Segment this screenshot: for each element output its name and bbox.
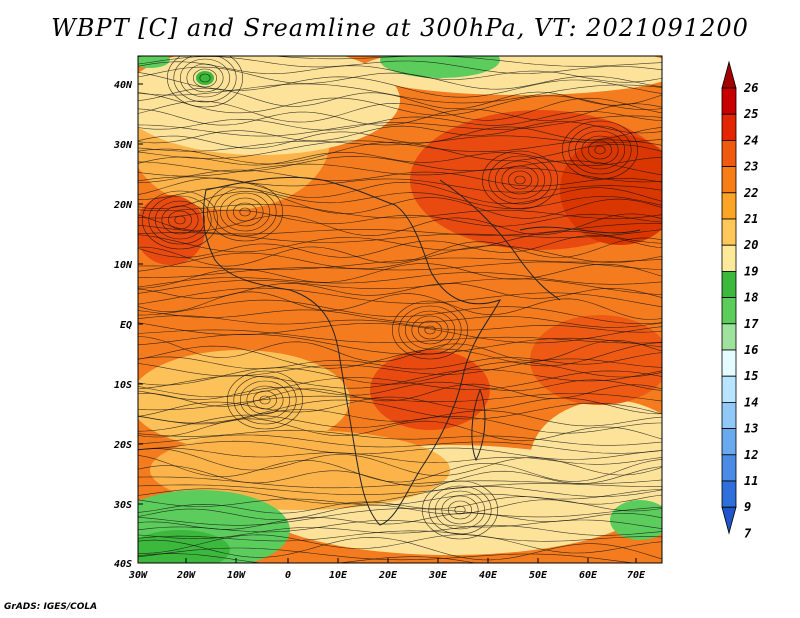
colorbar-swatch xyxy=(721,349,737,377)
colorbar-labels: 26 25 24 23 22 21 20 19 18 17 16 15 14 13 12 11 9 7 xyxy=(743,81,759,540)
lat-tick-label: 40S xyxy=(114,559,132,570)
lat-tick-label: 30S xyxy=(113,500,132,511)
colorbar-bottom-arrow xyxy=(721,506,737,535)
lat-tick-label: 20S xyxy=(113,440,132,451)
colorbar-level-label: 16 xyxy=(744,343,758,357)
colorbar-swatch xyxy=(721,428,737,456)
colorbar-swatch xyxy=(721,87,737,115)
colorbar-level-label: 26 xyxy=(743,81,758,95)
colorbar-swatch xyxy=(721,218,737,246)
lat-tick-label: 20N xyxy=(113,200,133,211)
colorbar-swatch xyxy=(721,139,737,167)
lat-tick-label: EQ xyxy=(120,320,132,331)
credit-label: GrADS: IGES/COLA xyxy=(4,602,98,612)
longitude-labels: 30W 20W 10W 0 10E 20E 30E 40E 50E 60E 70E xyxy=(128,570,646,581)
lon-tick-label: 20W xyxy=(176,570,196,581)
colorbar-swatch xyxy=(721,113,737,141)
map-title: WBPT [C] and Sreamline at 300hPa, VT: 20… xyxy=(51,14,749,42)
colorbar-level-label: 21 xyxy=(743,212,758,226)
colorbar-level-label: 24 xyxy=(743,133,758,147)
lon-tick-label: 10E xyxy=(329,570,348,581)
lon-tick-label: 30E xyxy=(428,570,448,581)
colorbar-swatch xyxy=(721,323,737,351)
colorbar-swatch xyxy=(721,244,737,272)
colorbar xyxy=(721,60,737,535)
lon-tick-label: 0 xyxy=(285,570,291,581)
lat-tick-label: 30N xyxy=(113,140,133,151)
axis-ticks xyxy=(137,83,637,564)
colorbar-level-label: 14 xyxy=(744,395,758,409)
colorbar-level-label: 13 xyxy=(744,422,758,436)
latitude-labels: 40N 30N 20N 10N EQ 10S 20S 30S 40S xyxy=(113,80,133,570)
coastlines xyxy=(202,176,641,526)
colorbar-swatch xyxy=(721,401,737,429)
lon-tick-label: 30W xyxy=(128,570,148,581)
colorbar-swatch xyxy=(721,166,737,194)
colorbar-level-label: 7 xyxy=(744,526,752,540)
colorbar-swatch xyxy=(721,375,737,403)
colorbar-swatch xyxy=(721,192,737,220)
lon-tick-label: 40E xyxy=(479,570,498,581)
lat-tick-label: 10N xyxy=(114,260,133,271)
colorbar-level-label: 18 xyxy=(744,291,758,305)
colorbar-level-label: 20 xyxy=(743,238,758,252)
lon-tick-label: 20E xyxy=(378,570,398,581)
lon-tick-label: 10W xyxy=(227,570,246,581)
lon-tick-label: 60E xyxy=(579,570,598,581)
colorbar-swatch xyxy=(721,454,737,482)
colorbar-level-label: 9 xyxy=(744,500,751,514)
colorbar-swatch xyxy=(721,480,737,508)
lat-tick-label: 40N xyxy=(114,80,133,91)
colorbar-level-label: 23 xyxy=(743,160,758,174)
colorbar-swatch xyxy=(721,270,737,298)
plot-frame xyxy=(137,55,663,564)
colorbar-level-label: 15 xyxy=(744,369,758,383)
colorbar-level-label: 17 xyxy=(744,317,759,331)
colorbar-level-label: 25 xyxy=(743,107,758,121)
colorbar-level-label: 22 xyxy=(743,186,758,200)
colorbar-top-arrow xyxy=(721,60,737,89)
lon-tick-label: 70E xyxy=(627,570,646,581)
colorbar-level-label: 11 xyxy=(744,474,758,488)
lon-tick-label: 50E xyxy=(529,570,548,581)
streamlines xyxy=(138,56,662,563)
colorbar-swatch xyxy=(721,297,737,325)
lat-tick-label: 10S xyxy=(114,380,132,391)
colorbar-level-label: 19 xyxy=(744,264,758,278)
colorbar-level-label: 12 xyxy=(744,448,758,462)
